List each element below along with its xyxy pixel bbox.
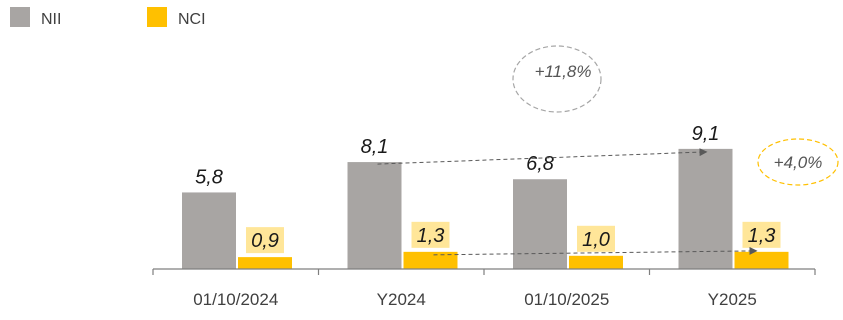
chart-legend: NII NCI bbox=[10, 7, 206, 28]
bar-nii-y2024 bbox=[347, 162, 402, 269]
growth-badge-nci bbox=[757, 138, 839, 186]
value-label-nci-01-10-2024: 0,9 bbox=[251, 230, 279, 252]
growth-label-nii: +11,8% bbox=[535, 62, 592, 81]
x-tick-label-y2024: Y2024 bbox=[377, 290, 426, 309]
value-label-highlight bbox=[742, 221, 781, 248]
chart-bars bbox=[182, 148, 789, 269]
value-label-highlight bbox=[577, 225, 615, 252]
bar-nci-01-10-2025 bbox=[569, 255, 623, 269]
legend-label-nci: NCI bbox=[178, 11, 206, 28]
bar-nii-01-10-2025 bbox=[513, 179, 567, 269]
growth-label-nci: +4,0% bbox=[774, 153, 823, 172]
legend-item-nci: NCI bbox=[147, 7, 206, 28]
bar-nii-y2025 bbox=[678, 148, 733, 269]
value-label-highlight bbox=[411, 221, 450, 248]
x-tick-label-01-10-2025: 01/10/2025 bbox=[524, 290, 609, 309]
x-tick-label-y2025: Y2025 bbox=[708, 290, 757, 309]
legend-item-nii: NII bbox=[10, 7, 61, 28]
x-tick-label-01-10-2024: 01/10/2024 bbox=[193, 290, 278, 309]
growth-annotations: +11,8% +4,0% bbox=[377, 45, 839, 256]
value-label-nii-01-10-2024: 5,8 bbox=[195, 166, 223, 188]
legend-label-nii: NII bbox=[41, 11, 61, 28]
bar-nci-y2025 bbox=[734, 251, 789, 269]
legend-swatch-nii bbox=[10, 7, 30, 27]
value-label-nci-01-10-2025: 1,0 bbox=[582, 229, 610, 251]
bar-nci-01-10-2024 bbox=[238, 257, 292, 269]
value-label-nii-y2025: 9,1 bbox=[692, 123, 720, 145]
growth-arrow-nci bbox=[433, 246, 758, 256]
growth-arrow-nii bbox=[377, 148, 708, 165]
bar-nii-01-10-2024 bbox=[182, 192, 236, 269]
value-label-highlight bbox=[246, 227, 284, 254]
bar-nci-y2024 bbox=[403, 251, 458, 269]
growth-badge-nii bbox=[512, 45, 602, 113]
x-axis: 01/10/2024 Y2024 01/10/2025 Y2025 bbox=[152, 268, 816, 309]
value-label-nci-y2024: 1,3 bbox=[417, 225, 445, 247]
value-label-nii-y2024: 8,1 bbox=[361, 136, 389, 158]
value-label-nci-y2025: 1,3 bbox=[748, 225, 776, 247]
value-label-nii-01-10-2025: 6,8 bbox=[526, 153, 554, 175]
legend-swatch-nci bbox=[147, 7, 167, 27]
